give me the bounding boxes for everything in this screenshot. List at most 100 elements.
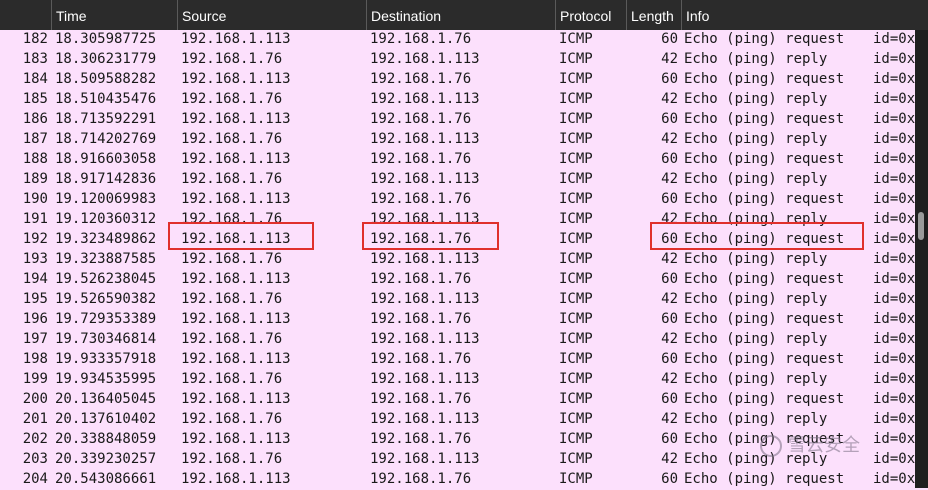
packet-info-extra: id=0x xyxy=(873,171,916,187)
packet-row[interactable]: 199 19.934535995 192.168.1.76 192.168.1.113… xyxy=(0,370,915,390)
packet-row[interactable]: 195 19.526590382 192.168.1.76 192.168.1.113… xyxy=(0,290,915,310)
packet-source: 192.168.1.113 xyxy=(181,71,291,87)
packet-time: 20.136405045 xyxy=(55,391,157,407)
packet-destination: 192.168.1.113 xyxy=(370,131,480,147)
packet-time: 18.305987725 xyxy=(55,31,157,47)
packet-info-extra: id=0x xyxy=(873,131,916,147)
scrollbar-thumb[interactable] xyxy=(918,212,924,240)
highlight-box-source xyxy=(168,222,314,250)
column-header-time[interactable]: Time xyxy=(51,0,177,30)
column-header-protocol[interactable]: Protocol xyxy=(555,0,626,30)
packet-length: 60 xyxy=(661,391,678,407)
packet-row[interactable]: 184 18.509588282 192.168.1.113 192.168.1.76… xyxy=(0,70,915,90)
packet-protocol: ICMP xyxy=(559,391,593,407)
packet-source: 192.168.1.76 xyxy=(181,411,283,427)
packet-list: 182 18.305987725 192.168.1.113 192.168.1.76… xyxy=(0,30,915,490)
packet-time: 18.917142836 xyxy=(55,171,157,187)
packet-info: Echo (ping) reply xyxy=(684,131,828,147)
packet-number: 191 xyxy=(22,211,48,227)
packet-length: 60 xyxy=(661,311,678,327)
packet-row[interactable]: 196 19.729353389 192.168.1.113 192.168.1.76… xyxy=(0,310,915,330)
packet-source: 192.168.1.76 xyxy=(181,131,283,147)
column-header-length[interactable]: Length xyxy=(626,0,681,30)
packet-info-extra: id=0x xyxy=(873,191,916,207)
packet-destination: 192.168.1.113 xyxy=(370,291,480,307)
packet-info-extra: id=0x xyxy=(873,371,916,387)
packet-source: 192.168.1.76 xyxy=(181,251,283,267)
packet-time: 20.137610402 xyxy=(55,411,157,427)
column-header-source[interactable]: Source xyxy=(177,0,366,30)
packet-protocol: ICMP xyxy=(559,331,593,347)
packet-protocol: ICMP xyxy=(559,31,593,47)
packet-destination: 192.168.1.113 xyxy=(370,51,480,67)
packet-length: 42 xyxy=(661,131,678,147)
packet-row[interactable]: 203 20.339230257 192.168.1.76 192.168.1.113… xyxy=(0,450,915,470)
packet-time: 19.323887585 xyxy=(55,251,157,267)
packet-info: Echo (ping) request xyxy=(684,71,845,87)
packet-row[interactable]: 200 20.136405045 192.168.1.113 192.168.1.76… xyxy=(0,390,915,410)
packet-row[interactable]: 197 19.730346814 192.168.1.76 192.168.1.113… xyxy=(0,330,915,350)
packet-row[interactable]: 190 19.120069983 192.168.1.113 192.168.1.76… xyxy=(0,190,915,210)
packet-row[interactable]: 188 18.916603058 192.168.1.113 192.168.1.76… xyxy=(0,150,915,170)
packet-time: 18.306231779 xyxy=(55,51,157,67)
packet-length: 60 xyxy=(661,191,678,207)
packet-length: 60 xyxy=(661,231,678,247)
packet-row[interactable]: 182 18.305987725 192.168.1.113 192.168.1.76… xyxy=(0,30,915,50)
packet-protocol: ICMP xyxy=(559,51,593,67)
watermark: 雪云安全 xyxy=(760,430,890,460)
packet-protocol: ICMP xyxy=(559,371,593,387)
packet-number: 192 xyxy=(22,231,48,247)
packet-info: Echo (ping) reply xyxy=(684,171,828,187)
column-header-info[interactable]: Info xyxy=(681,0,913,30)
packet-protocol: ICMP xyxy=(559,271,593,287)
packet-row[interactable]: 194 19.526238045 192.168.1.113 192.168.1.76… xyxy=(0,270,915,290)
packet-destination: 192.168.1.76 xyxy=(370,231,472,247)
packet-row[interactable]: 204 20.543086661 192.168.1.113 192.168.1.76… xyxy=(0,470,915,490)
packet-row[interactable]: 202 20.338848059 192.168.1.113 192.168.1.76… xyxy=(0,430,915,450)
packet-info-extra: id=0x xyxy=(873,271,916,287)
packet-destination: 192.168.1.113 xyxy=(370,251,480,267)
packet-row[interactable]: 198 19.933357918 192.168.1.113 192.168.1.76… xyxy=(0,350,915,370)
packet-info: Echo (ping) request xyxy=(684,111,845,127)
packet-destination: 192.168.1.113 xyxy=(370,331,480,347)
packet-destination: 192.168.1.76 xyxy=(370,391,472,407)
packet-row[interactable]: 201 20.137610402 192.168.1.76 192.168.1.113… xyxy=(0,410,915,430)
packet-time: 19.120069983 xyxy=(55,191,157,207)
column-header-no[interactable] xyxy=(0,0,51,30)
packet-info-extra: id=0x xyxy=(873,431,916,447)
packet-row[interactable]: 189 18.917142836 192.168.1.76 192.168.1.113… xyxy=(0,170,915,190)
packet-info: Echo (ping) request xyxy=(684,391,845,407)
packet-number: 190 xyxy=(22,191,48,207)
packet-source: 192.168.1.113 xyxy=(181,271,291,287)
packet-info: Echo (ping) reply xyxy=(684,91,828,107)
packet-destination: 192.168.1.76 xyxy=(370,471,472,487)
packet-row[interactable]: 192 19.323489862 192.168.1.113 192.168.1.76… xyxy=(0,230,915,250)
packet-info: Echo (ping) request xyxy=(684,31,845,47)
packet-row[interactable]: 183 18.306231779 192.168.1.76 192.168.1.113… xyxy=(0,50,915,70)
packet-info: Echo (ping) request xyxy=(684,271,845,287)
packet-time: 20.543086661 xyxy=(55,471,157,487)
packet-protocol: ICMP xyxy=(559,171,593,187)
packet-row[interactable]: 186 18.713592291 192.168.1.113 192.168.1.76… xyxy=(0,110,915,130)
packet-source: 192.168.1.113 xyxy=(181,31,291,47)
packet-info-extra: id=0x xyxy=(873,31,916,47)
packet-row[interactable]: 193 19.323887585 192.168.1.76 192.168.1.113… xyxy=(0,250,915,270)
packet-source: 192.168.1.113 xyxy=(181,231,291,247)
packet-number: 203 xyxy=(22,451,48,467)
vertical-scrollbar[interactable] xyxy=(915,30,928,488)
packet-info-extra: id=0x xyxy=(873,111,916,127)
packet-time: 20.338848059 xyxy=(55,431,157,447)
column-header-destination[interactable]: Destination xyxy=(366,0,555,30)
wechat-icon xyxy=(760,435,782,458)
packet-protocol: ICMP xyxy=(559,191,593,207)
packet-protocol: ICMP xyxy=(559,411,593,427)
packet-time: 18.916603058 xyxy=(55,151,157,167)
packet-info-extra: id=0x xyxy=(873,391,916,407)
packet-row[interactable]: 187 18.714202769 192.168.1.76 192.168.1.113… xyxy=(0,130,915,150)
packet-protocol: ICMP xyxy=(559,111,593,127)
packet-source: 192.168.1.76 xyxy=(181,331,283,347)
packet-length: 42 xyxy=(661,291,678,307)
packet-time: 18.509588282 xyxy=(55,71,157,87)
packet-number: 183 xyxy=(22,51,48,67)
packet-row[interactable]: 185 18.510435476 192.168.1.76 192.168.1.113… xyxy=(0,90,915,110)
